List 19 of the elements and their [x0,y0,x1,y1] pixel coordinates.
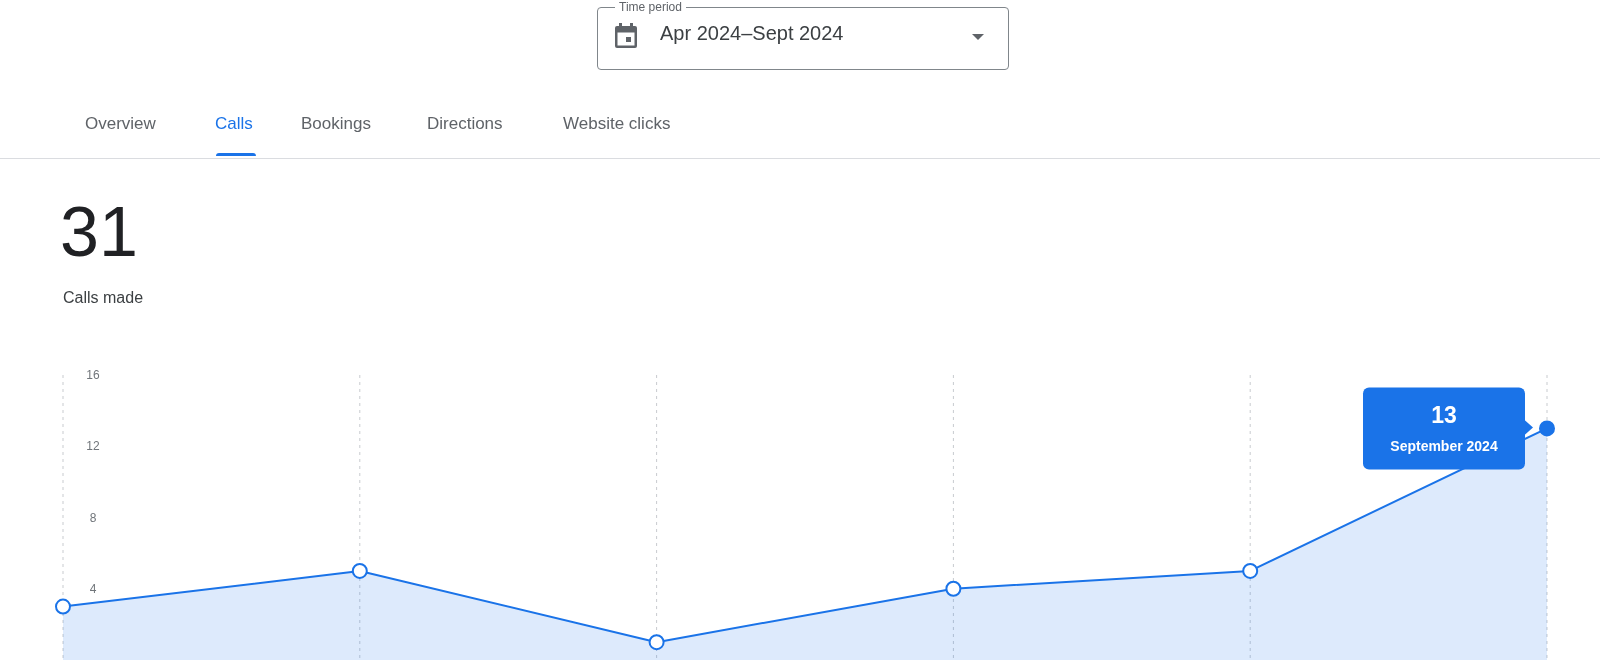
point [351,562,368,579]
text: Calls [215,114,253,133]
point [1242,562,1259,579]
point [1539,420,1555,437]
text: Directions [427,114,503,133]
chart-subtitle: Calls made [63,289,144,306]
annotation: September 2024 [1390,438,1498,455]
point [945,580,962,597]
text: Bookings [301,114,371,133]
annotation: 13 [1431,402,1457,429]
chart-title: 31 [60,193,138,271]
y-tick-label: 8 [89,510,97,525]
text: Overview [85,114,156,133]
text: Website clicks [563,114,671,133]
point [55,598,71,615]
point [648,634,665,651]
y-tick-label: 4 [89,581,97,596]
y-tick-label: 16 [86,368,100,382]
y-tick-label: 12 [86,439,100,454]
